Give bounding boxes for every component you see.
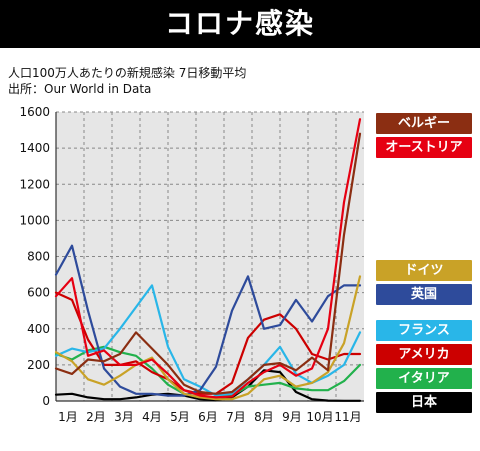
y-tick-label: 400 <box>27 322 50 336</box>
series-line <box>54 369 362 402</box>
legend-item: オーストリア <box>376 137 472 158</box>
x-tick-label: 10月 <box>306 410 333 424</box>
legend-item: フランス <box>376 320 472 341</box>
page-title: コロナ感染 <box>0 0 480 48</box>
series-line <box>54 275 362 401</box>
legend-item: 日本 <box>376 392 472 413</box>
series-line <box>54 244 362 397</box>
y-tick-label: 600 <box>27 286 50 300</box>
series-line <box>54 132 362 395</box>
y-tick-label: 1400 <box>19 141 50 155</box>
y-tick-label: 200 <box>27 358 50 372</box>
y-tick-label: 800 <box>27 250 50 264</box>
legend-item: ドイツ <box>376 260 472 281</box>
x-tick-label: 11月 <box>334 410 361 424</box>
x-tick-label: 1月 <box>58 410 78 424</box>
plot-area <box>56 112 364 401</box>
x-tick-label: 4月 <box>142 410 162 424</box>
legend-item: 英国 <box>376 284 472 305</box>
legend-item: イタリア <box>376 368 472 389</box>
y-tick-label: 1000 <box>19 213 50 227</box>
legend-item: ベルギー <box>376 113 472 134</box>
chart-subtitle: 人口100万人あたりの新規感染 7日移動平均 <box>8 66 247 80</box>
x-tick-label: 2月 <box>86 410 106 424</box>
y-tick-label: 0 <box>42 394 50 408</box>
x-tick-label: 6月 <box>198 410 218 424</box>
y-tick-label: 1600 <box>19 105 50 119</box>
series-line <box>54 118 362 399</box>
series-line <box>54 284 362 397</box>
x-tick-label: 5月 <box>170 410 190 424</box>
chart-source: 出所：Our World in Data <box>8 82 152 96</box>
x-tick-label: 7月 <box>226 410 246 424</box>
x-tick-label: 9月 <box>282 410 302 424</box>
x-tick-label: 8月 <box>254 410 274 424</box>
y-tick-label: 1200 <box>19 177 50 191</box>
x-tick-label: 3月 <box>114 410 134 424</box>
legend-item: アメリカ <box>376 344 472 365</box>
